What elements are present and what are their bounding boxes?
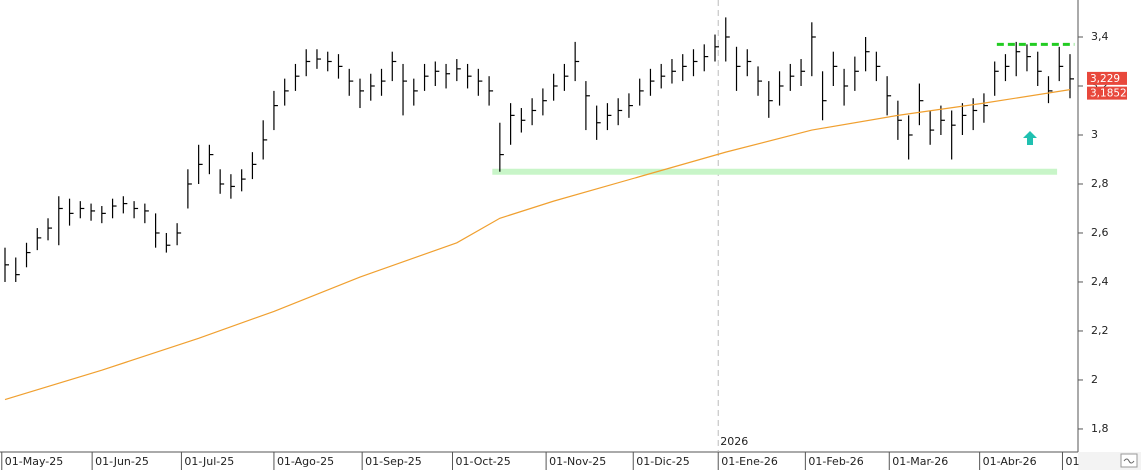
x-tick-label: 01-Ago-25 xyxy=(277,455,334,468)
x-tick-label: 01-Abr-26 xyxy=(983,455,1037,468)
up-arrow xyxy=(1023,131,1037,145)
x-tick-label: 01-Jun-25 xyxy=(95,455,149,468)
y-tick-label: 2,8 xyxy=(1091,177,1109,190)
x-tick-label: 01-Mar-26 xyxy=(892,455,948,468)
x-tick-label: 01-Ene-26 xyxy=(721,455,778,468)
y-tick-label: 2,4 xyxy=(1091,275,1109,288)
price-marker xyxy=(1087,86,1127,100)
y-tick-label: 3 xyxy=(1091,128,1098,141)
x-tick-label: 01-Nov-25 xyxy=(549,455,606,468)
y-tick-label: 2,2 xyxy=(1091,324,1109,337)
x-tick-label: 01-Dic-25 xyxy=(636,455,690,468)
corner-icon xyxy=(1123,458,1135,464)
x-tick-label: 01 xyxy=(1065,455,1079,468)
price-label: 3,229 xyxy=(1090,73,1120,85)
x-tick-label: 01-Sep-25 xyxy=(365,455,422,468)
y-tick-label: 2 xyxy=(1091,373,1098,386)
y-tick-label: 3,4 xyxy=(1091,30,1109,43)
x-tick-label: 01-Jul-25 xyxy=(184,455,234,468)
x-tick-label: 01-Feb-26 xyxy=(808,455,863,468)
moving-average xyxy=(4,89,1071,401)
x-tick-label: 01-May-25 xyxy=(5,455,63,468)
price-marker xyxy=(1087,71,1127,85)
price-label: 3,1852 xyxy=(1090,88,1127,100)
y-tick-label: 2,6 xyxy=(1091,226,1109,239)
x-tick-label: 01-Oct-25 xyxy=(456,455,511,468)
y-tick-label: 1,8 xyxy=(1091,422,1109,435)
year-label: 2026 xyxy=(720,435,748,448)
